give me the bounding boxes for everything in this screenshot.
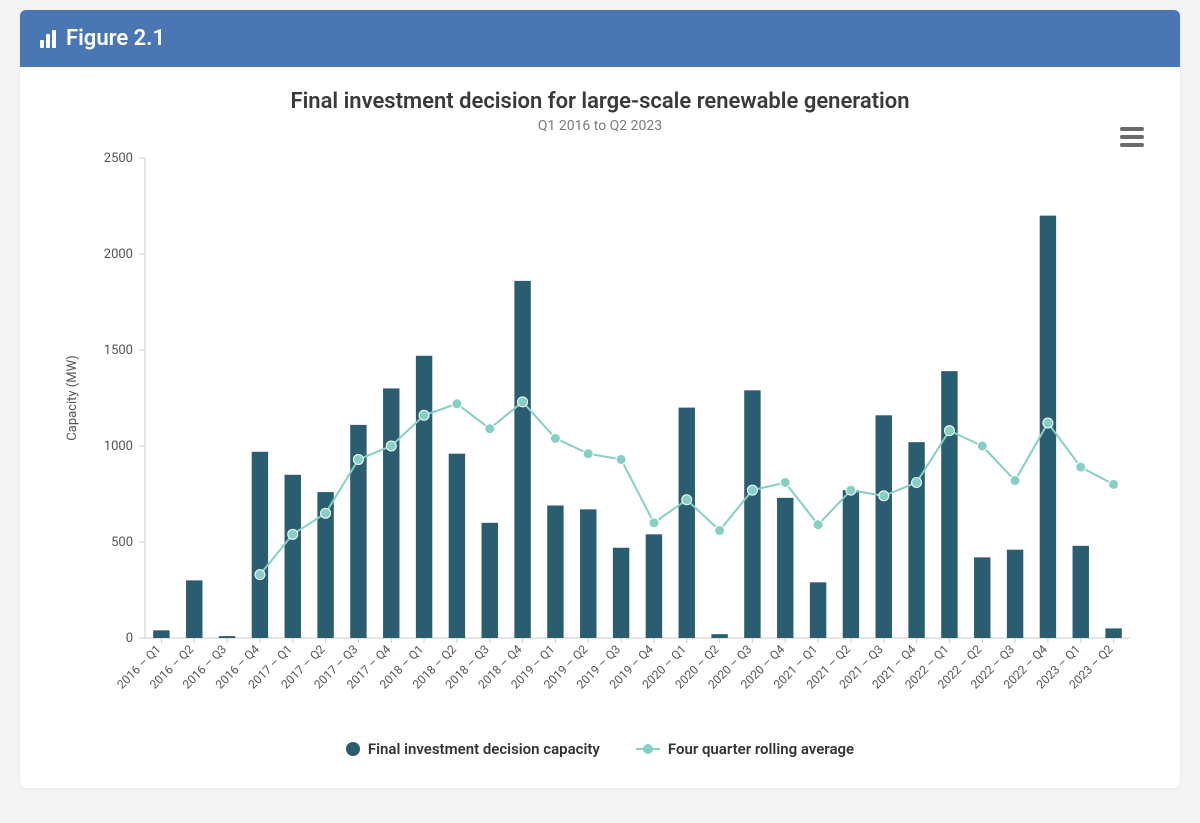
- bar-chart-icon: [40, 30, 56, 48]
- rolling-average-marker[interactable]: [288, 529, 298, 539]
- bar[interactable]: [777, 498, 793, 638]
- svg-text:2000: 2000: [104, 247, 133, 262]
- svg-text:2500: 2500: [104, 151, 133, 166]
- bar[interactable]: [679, 408, 695, 638]
- rolling-average-marker[interactable]: [518, 397, 528, 407]
- bar[interactable]: [514, 281, 530, 638]
- bar[interactable]: [810, 582, 826, 638]
- bar[interactable]: [1007, 550, 1023, 638]
- rolling-average-marker[interactable]: [682, 495, 692, 505]
- bar[interactable]: [449, 454, 465, 638]
- bar[interactable]: [547, 506, 563, 638]
- chart-title: Final investment decision for large-scal…: [50, 89, 1150, 114]
- rolling-average-marker[interactable]: [912, 477, 922, 487]
- rolling-average-marker[interactable]: [1109, 479, 1119, 489]
- bar[interactable]: [974, 557, 990, 638]
- bar[interactable]: [646, 534, 662, 638]
- rolling-average-marker[interactable]: [583, 449, 593, 459]
- rolling-average-marker[interactable]: [386, 441, 396, 451]
- bar[interactable]: [416, 356, 432, 638]
- bar[interactable]: [482, 523, 498, 638]
- rolling-average-marker[interactable]: [321, 508, 331, 518]
- legend-swatch-bar: [346, 742, 360, 756]
- bar[interactable]: [1073, 546, 1089, 638]
- rolling-average-marker[interactable]: [255, 570, 265, 580]
- bar[interactable]: [383, 388, 399, 638]
- bar[interactable]: [580, 509, 596, 638]
- rolling-average-marker[interactable]: [485, 424, 495, 434]
- bar[interactable]: [843, 490, 859, 638]
- rolling-average-marker[interactable]: [846, 485, 856, 495]
- bar[interactable]: [744, 390, 760, 638]
- rolling-average-marker[interactable]: [649, 518, 659, 528]
- rolling-average-marker[interactable]: [1010, 476, 1020, 486]
- bar[interactable]: [219, 636, 235, 638]
- bar[interactable]: [941, 371, 957, 638]
- rolling-average-marker[interactable]: [879, 491, 889, 501]
- legend-item-bar[interactable]: Final investment decision capacity: [346, 740, 600, 758]
- svg-text:1000: 1000: [104, 439, 133, 454]
- rolling-average-marker[interactable]: [550, 433, 560, 443]
- legend-swatch-line: [636, 742, 660, 756]
- rolling-average-marker[interactable]: [944, 426, 954, 436]
- rolling-average-marker[interactable]: [780, 477, 790, 487]
- figure-body: Final investment decision for large-scal…: [20, 67, 1180, 788]
- legend-label-bar: Final investment decision capacity: [368, 740, 600, 758]
- bar[interactable]: [711, 634, 727, 638]
- bar[interactable]: [876, 415, 892, 638]
- svg-text:0: 0: [126, 631, 133, 646]
- svg-text:Capacity (MW): Capacity (MW): [65, 355, 80, 440]
- figure-header: Figure 2.1: [20, 10, 1180, 67]
- svg-text:500: 500: [111, 535, 133, 550]
- rolling-average-marker[interactable]: [747, 485, 757, 495]
- bar[interactable]: [153, 630, 169, 638]
- chart-context-menu-button[interactable]: [1120, 127, 1144, 147]
- rolling-average-marker[interactable]: [1043, 418, 1053, 428]
- bar[interactable]: [613, 548, 629, 638]
- rolling-average-marker[interactable]: [419, 410, 429, 420]
- legend-label-line: Four quarter rolling average: [668, 740, 854, 758]
- bar[interactable]: [285, 475, 301, 638]
- bar[interactable]: [908, 442, 924, 638]
- rolling-average-marker[interactable]: [813, 520, 823, 530]
- rolling-average-marker[interactable]: [715, 525, 725, 535]
- svg-text:1500: 1500: [104, 343, 133, 358]
- rolling-average-marker[interactable]: [353, 454, 363, 464]
- figure-label: Figure 2.1: [66, 26, 165, 51]
- rolling-average-marker[interactable]: [1076, 462, 1086, 472]
- figure-card: Figure 2.1 Final investment decision for…: [20, 10, 1180, 788]
- bar[interactable]: [252, 452, 268, 638]
- chart-legend: Final investment decision capacity Four …: [50, 740, 1150, 758]
- rolling-average-marker[interactable]: [616, 454, 626, 464]
- legend-item-line[interactable]: Four quarter rolling average: [636, 740, 854, 758]
- bar[interactable]: [1105, 628, 1121, 638]
- bar[interactable]: [186, 580, 202, 638]
- chart-plot: 050010001500200025002016 – Q12016 – Q220…: [50, 148, 1150, 728]
- rolling-average-marker[interactable]: [977, 441, 987, 451]
- chart-subtitle: Q1 2016 to Q2 2023: [50, 118, 1150, 134]
- rolling-average-marker[interactable]: [452, 399, 462, 409]
